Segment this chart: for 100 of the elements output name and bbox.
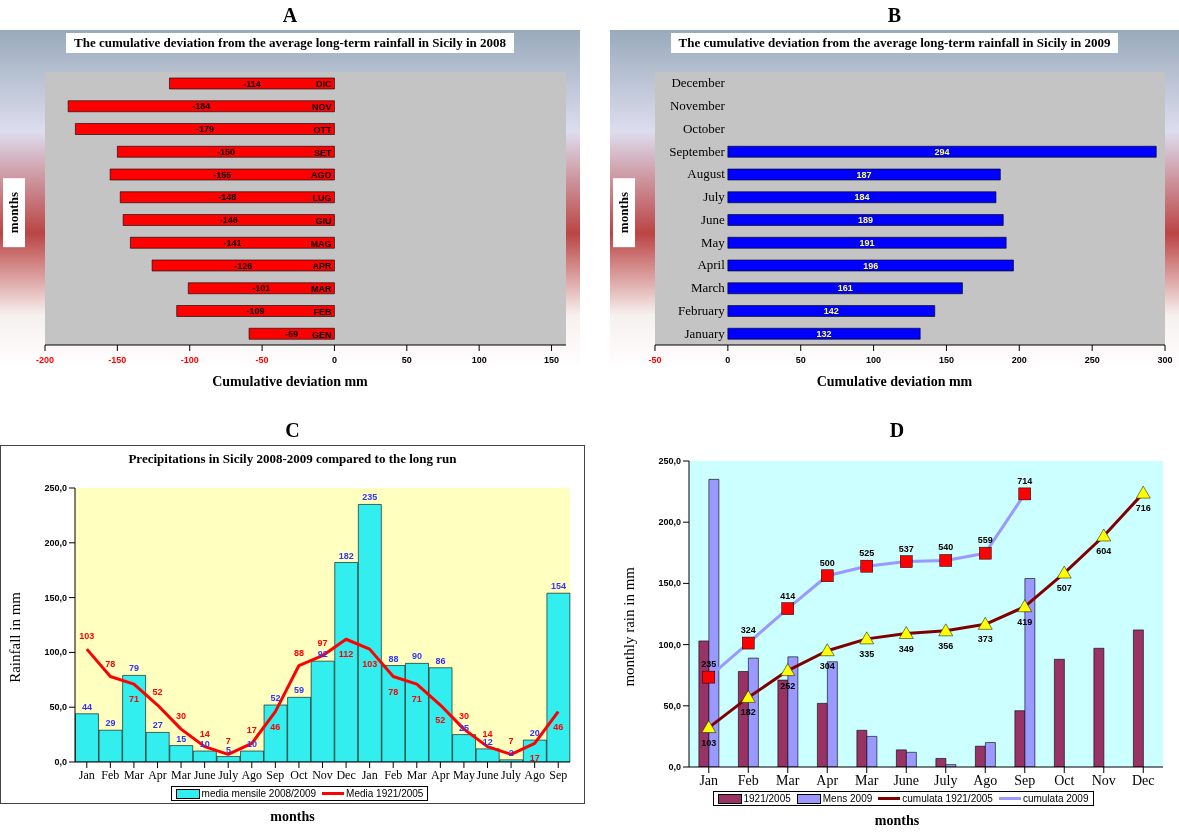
x-axis-title: months: [873, 812, 921, 830]
y-tick-label: DIC: [315, 79, 332, 90]
text: C: [285, 419, 300, 441]
data-label: -184: [192, 101, 211, 112]
x-axis-title: months: [269, 808, 316, 826]
data-label: 294: [934, 146, 950, 157]
data-label: 20: [529, 728, 540, 739]
x-tick-label: Apr: [431, 767, 450, 782]
x-tick-label: Sep: [549, 767, 568, 782]
x-tick-label: Ago: [973, 772, 998, 788]
y-tick-label: APR: [312, 261, 332, 272]
y-tick-label: 100,0: [658, 639, 681, 650]
x-tick-label: Apr: [816, 772, 839, 788]
data-label: 46: [553, 721, 564, 732]
y-tick-label: April: [697, 257, 726, 273]
x-tick-label: July: [218, 767, 239, 782]
y-axis-title: months: [613, 177, 635, 248]
x-tick-label: 150: [938, 355, 954, 365]
x-tick-label: Apr: [148, 767, 167, 782]
bar: [727, 259, 1014, 272]
x-tick-label: 100: [866, 355, 882, 365]
data-label: 88: [388, 653, 399, 664]
x-tick-label: -100: [180, 355, 199, 365]
data-label: 559: [977, 535, 993, 546]
legend-label: media mensile 2008/2009: [200, 788, 317, 799]
x-tick-label: 0: [331, 355, 337, 365]
x-tick-label: Mar: [123, 767, 144, 782]
data-label: 419: [1017, 616, 1033, 627]
x-tick-label: Feb: [384, 767, 403, 782]
x-tick-label: July: [501, 767, 522, 782]
x-tick-label: Nov: [1091, 772, 1116, 788]
y-tick-label: July: [703, 189, 726, 205]
y-tick-label: February: [677, 302, 726, 318]
data-label: 500: [819, 557, 835, 568]
data-label: 196: [863, 260, 879, 271]
x-tick-label: Nov: [312, 767, 333, 782]
y-tick-label: OTT: [313, 124, 332, 135]
x-tick-label: 50: [795, 355, 806, 365]
y-tick-label: GIU: [315, 215, 332, 226]
x-tick-label: Ago: [241, 767, 263, 782]
x-tick-label: Ago: [524, 767, 545, 782]
data-label: 304: [819, 660, 835, 671]
x-tick-label: -200: [35, 355, 55, 365]
data-label: 714: [1017, 475, 1033, 486]
data-label: 103: [701, 737, 717, 748]
bar: [727, 305, 936, 317]
y-tick-label: 200,0: [658, 517, 681, 528]
y-tick-label: SET: [313, 147, 332, 158]
data-label: 27: [152, 720, 163, 731]
data-label: 52: [270, 693, 281, 704]
x-tick-label: June: [193, 767, 216, 782]
x-tick-label: Oct: [1054, 772, 1075, 788]
text: A: [282, 4, 298, 26]
data-label: 44: [81, 701, 92, 712]
y-tick-label: December: [671, 75, 726, 91]
bar: [727, 327, 921, 340]
x-axis-title: Cumulative deviation mm: [198, 372, 382, 392]
x-tick-label: Sep: [266, 767, 285, 782]
y-tick-label: 50,0: [49, 702, 67, 713]
y-tick-label: MAG: [310, 238, 332, 249]
y-tick-label: GEN: [311, 329, 332, 340]
data-label: 356: [938, 640, 954, 651]
data-label: 5: [225, 744, 231, 755]
y-axis-title: months: [3, 177, 25, 248]
data-label: 52: [435, 715, 446, 726]
data-label: -155: [213, 169, 232, 180]
data-label: 414: [780, 590, 796, 601]
y-tick-label: 0,0: [54, 757, 67, 767]
data-label: 12: [482, 736, 493, 747]
data-label: 184: [854, 192, 870, 203]
x-tick-label: 0: [725, 355, 731, 365]
data-label: 90: [411, 651, 422, 662]
y-axis-title: Rainfall in mm: [6, 592, 24, 683]
data-label: 52: [152, 687, 163, 698]
chart-title: Precipitations in Sicily 2008-2009 compared to the long run: [120, 449, 465, 469]
data-label: 235: [701, 659, 717, 670]
x-tick-label: 300: [1157, 355, 1173, 365]
y-tick-label: 0,0: [668, 762, 681, 772]
x-tick-label: Feb: [101, 767, 120, 782]
data-label: 335: [859, 648, 875, 659]
data-label: 46: [270, 721, 281, 732]
x-tick-label: Mar: [855, 772, 879, 788]
data-label: 103: [79, 631, 95, 642]
data-label: 154: [550, 581, 566, 592]
y-tick-label: NOV: [311, 102, 332, 113]
data-label: 78: [388, 686, 399, 697]
x-tick-label: Mar: [171, 767, 192, 782]
y-tick-label: 250,0: [658, 456, 681, 466]
data-label: 187: [856, 169, 872, 180]
legend-label: Mens 2009: [821, 793, 873, 804]
data-label: 79: [129, 663, 140, 674]
x-tick-label: Mar: [776, 772, 800, 788]
bar: [727, 191, 997, 204]
data-label: 14: [482, 728, 493, 739]
data-label: 78: [105, 658, 116, 669]
data-label: 2: [508, 747, 514, 758]
data-label: 191: [859, 237, 875, 248]
data-label: 537: [898, 543, 914, 554]
x-tick-label: 200: [1011, 355, 1027, 365]
data-label: 71: [128, 694, 139, 705]
